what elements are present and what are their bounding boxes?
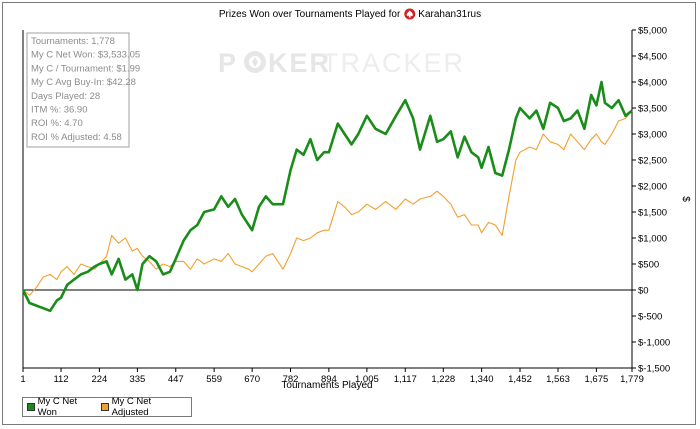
y-tick-label: $2,000 (638, 182, 667, 193)
chart-title-prefix: Prizes Won over Tournaments Played for (219, 9, 401, 20)
stats-line: ITM %: 36.90 (31, 105, 88, 116)
chip-icon (244, 51, 266, 73)
x-tick-label: 112 (53, 374, 68, 385)
x-tick-label: 1,228 (431, 374, 455, 385)
x-tick-label: 224 (91, 374, 107, 385)
x-axis-title: Tournaments Played (281, 380, 372, 391)
x-tick-label: 782 (283, 374, 299, 385)
x-tick-label: 1,675 (584, 374, 608, 385)
x-tick-label: 1,563 (546, 374, 570, 385)
legend: My C Net Won My C Net Adjusted (22, 396, 192, 418)
stats-line: ROI % Adjusted: 4.58 (31, 132, 122, 143)
series-line-net-won (21, 80, 633, 313)
y-tick-label: $3,000 (638, 130, 667, 141)
stats-box-border (26, 32, 130, 148)
legend-item-net-won: My C Net Won (27, 396, 95, 418)
y-axis-ticks: $5,000 $4,500 $4,000 $3,500 $3,000 $2,500 $2,0… (632, 26, 670, 375)
stats-line: My C Avg Buy-In: $42.28 (31, 77, 136, 88)
legend-label-net-won: My C Net Won (37, 396, 78, 418)
x-tick-label: 1,452 (508, 374, 532, 385)
x-tick-label: 1,779 (620, 374, 644, 385)
y-tick-label: $0 (638, 286, 649, 297)
series-layer (21, 80, 633, 313)
chart-title-player: Karahan31rus (418, 9, 481, 20)
watermark-text-p: P (218, 48, 238, 78)
x-tick-label: 447 (168, 374, 184, 385)
x-tick-label: 894 (321, 374, 337, 385)
x-axis-ticks: 1 112 224 335 447 559 670 782 894 1,005 1,117 1,228… (20, 368, 644, 385)
legend-label-net-adjusted: My C Net Adjusted (111, 396, 152, 418)
x-tick-label: 1,117 (394, 374, 417, 385)
x-tick-label: 559 (206, 374, 222, 385)
watermark-text-ker: KER (268, 48, 331, 78)
y-tick-label: $2,500 (638, 156, 667, 167)
watermark-text-tracker: TRACKER (322, 48, 465, 78)
stats-line: Tournaments: 1,778 (31, 36, 115, 47)
legend-swatch-net-won (27, 403, 35, 411)
x-tick-label: 670 (244, 374, 260, 385)
y-tick-label: $500 (638, 260, 659, 271)
stats-box: Tournaments: 1,778 My C Net Won: $3,533.0… (26, 32, 140, 148)
y-tick-label: $-1,000 (638, 338, 670, 349)
spade-icon (404, 8, 416, 20)
y-tick-label: $5,000 (638, 26, 667, 37)
legend-swatch-net-adjusted (101, 403, 109, 411)
chart-title: Prizes Won over Tournaments Played for K… (219, 8, 481, 20)
x-tick-label: 335 (129, 374, 145, 385)
y-tick-label: $-1,500 (638, 364, 670, 375)
y-tick-label: $-500 (638, 312, 662, 323)
x-tick-label: 1,340 (470, 374, 494, 385)
y-axis-title: $ (680, 196, 691, 202)
legend-item-net-adjusted: My C Net Adjusted (101, 396, 185, 418)
y-tick-label: $4,000 (638, 78, 667, 89)
x-tick-label: 1,005 (355, 374, 379, 385)
y-tick-label: $1,500 (638, 208, 667, 219)
stats-line: My C Net Won: $3,533.05 (31, 50, 140, 61)
watermark: P KER TRACKER (218, 48, 465, 78)
stats-line: ROI %: 4.70 (31, 118, 83, 129)
stats-line: My C / Tournament: $1.99 (31, 63, 140, 74)
y-tick-label: $1,000 (638, 234, 667, 245)
y-tick-label: $4,500 (638, 52, 667, 63)
x-tick-label: 1 (20, 374, 25, 385)
stats-line: Days Played: 28 (31, 91, 100, 102)
y-tick-label: $3,500 (638, 104, 667, 115)
series-line-net-adjusted (22, 110, 633, 296)
